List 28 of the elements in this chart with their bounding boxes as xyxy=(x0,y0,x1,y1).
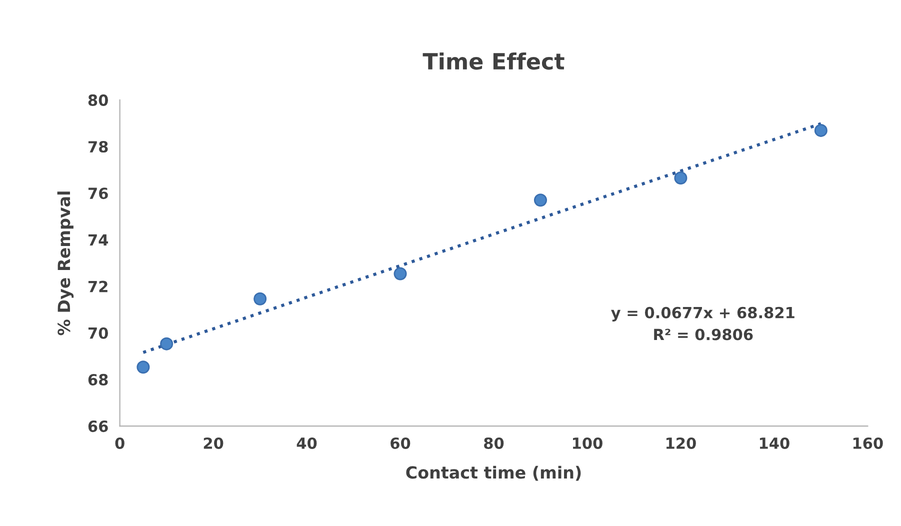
point xyxy=(136,360,150,374)
y-tick-label: 68 xyxy=(88,374,108,386)
point xyxy=(674,171,688,184)
y-tick-label: 66 xyxy=(88,420,108,432)
point xyxy=(254,292,267,306)
y-tick-label: 76 xyxy=(88,188,108,200)
point xyxy=(394,267,407,280)
y-tick-label: 80 xyxy=(88,94,108,106)
x-tick-label: 160 xyxy=(853,437,883,449)
y-tick-label: 74 xyxy=(88,234,108,246)
point xyxy=(814,124,828,137)
x-axis-title: Contact time (min) xyxy=(406,466,581,481)
point xyxy=(534,194,547,207)
x-tick-label: 120 xyxy=(666,437,696,449)
x-tick-label: 60 xyxy=(390,437,410,449)
point xyxy=(160,337,174,350)
chart-title: Time Effect xyxy=(422,52,564,70)
annotation: y = 0.0677x + 68.821 R² = 0.9806 xyxy=(611,306,794,340)
x-tick-label: 20 xyxy=(204,437,224,449)
x-tick-label: 100 xyxy=(573,437,602,449)
y-tick-label: 78 xyxy=(88,140,108,153)
x-tick-label: 80 xyxy=(484,437,504,449)
x-tick-label: 140 xyxy=(760,437,790,449)
x-tick-label: 40 xyxy=(296,437,317,449)
x-tick-label: 0 xyxy=(115,437,124,449)
y-tick-label: 70 xyxy=(88,327,108,339)
y-tick-label: 72 xyxy=(88,280,108,292)
y-axis-title: % Dye Rempval xyxy=(57,192,74,336)
